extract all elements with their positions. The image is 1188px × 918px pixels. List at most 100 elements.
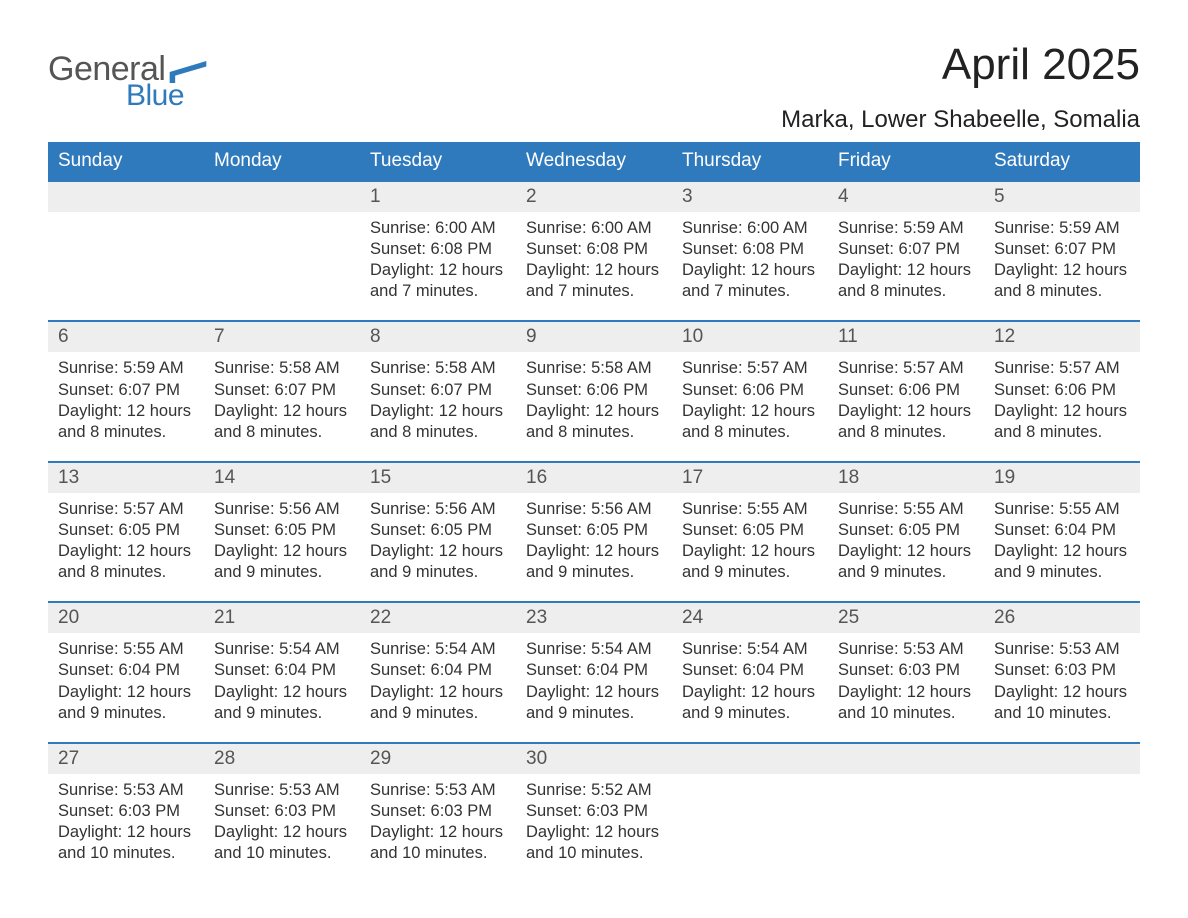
day-number: 28 (204, 744, 360, 774)
sunset-line: Sunset: 6:04 PM (58, 660, 194, 681)
day-number: 17 (672, 463, 828, 493)
day-number: 12 (984, 322, 1140, 352)
daylight-line: Daylight: 12 hours and 9 minutes. (370, 682, 506, 724)
day-number: 4 (828, 182, 984, 212)
day-cell (48, 212, 204, 306)
day-number: 11 (828, 322, 984, 352)
day-number: 22 (360, 603, 516, 633)
sunset-line: Sunset: 6:08 PM (682, 239, 818, 260)
sunset-line: Sunset: 6:07 PM (58, 380, 194, 401)
weekday-label: Saturday (984, 142, 1140, 182)
sunrise-line: Sunrise: 5:54 AM (370, 639, 506, 660)
sunset-line: Sunset: 6:04 PM (214, 660, 350, 681)
sunrise-line: Sunrise: 5:57 AM (838, 358, 974, 379)
day-cell: Sunrise: 5:53 AMSunset: 6:03 PMDaylight:… (204, 774, 360, 868)
day-cell: Sunrise: 5:57 AMSunset: 6:06 PMDaylight:… (828, 352, 984, 446)
weekday-label: Friday (828, 142, 984, 182)
day-number: 20 (48, 603, 204, 633)
weeks-container: 12345Sunrise: 6:00 AMSunset: 6:08 PMDayl… (48, 182, 1140, 868)
header: General Blue April 2025 Marka, Lower Sha… (48, 40, 1140, 134)
day-number: 10 (672, 322, 828, 352)
day-number: 27 (48, 744, 204, 774)
sunset-line: Sunset: 6:04 PM (682, 660, 818, 681)
week-row: 27282930Sunrise: 5:53 AMSunset: 6:03 PMD… (48, 742, 1140, 868)
day-number: 16 (516, 463, 672, 493)
sunrise-line: Sunrise: 5:53 AM (58, 780, 194, 801)
sunset-line: Sunset: 6:03 PM (214, 801, 350, 822)
day-number: 18 (828, 463, 984, 493)
sunrise-line: Sunrise: 5:55 AM (838, 499, 974, 520)
day-cell: Sunrise: 5:55 AMSunset: 6:04 PMDaylight:… (984, 493, 1140, 587)
sunrise-line: Sunrise: 6:00 AM (370, 218, 506, 239)
sunset-line: Sunset: 6:04 PM (526, 660, 662, 681)
day-number-row: 6789101112 (48, 322, 1140, 352)
day-number: 14 (204, 463, 360, 493)
logo: General Blue (48, 40, 207, 113)
sunrise-line: Sunrise: 5:59 AM (838, 218, 974, 239)
day-number-row: 12345 (48, 182, 1140, 212)
weekday-label: Sunday (48, 142, 204, 182)
sunrise-line: Sunrise: 5:57 AM (58, 499, 194, 520)
sunset-line: Sunset: 6:05 PM (838, 520, 974, 541)
sunrise-line: Sunrise: 5:55 AM (682, 499, 818, 520)
day-number-row: 27282930 (48, 744, 1140, 774)
day-cell: Sunrise: 5:57 AMSunset: 6:06 PMDaylight:… (984, 352, 1140, 446)
sunset-line: Sunset: 6:05 PM (58, 520, 194, 541)
week-row: 13141516171819Sunrise: 5:57 AMSunset: 6:… (48, 461, 1140, 587)
sunrise-line: Sunrise: 5:54 AM (526, 639, 662, 660)
daylight-line: Daylight: 12 hours and 9 minutes. (682, 682, 818, 724)
sunset-line: Sunset: 6:05 PM (370, 520, 506, 541)
logo-text-blue: Blue (126, 79, 184, 113)
calendar: SundayMondayTuesdayWednesdayThursdayFrid… (48, 142, 1140, 868)
daylight-line: Daylight: 12 hours and 9 minutes. (838, 541, 974, 583)
daylight-line: Daylight: 12 hours and 9 minutes. (214, 541, 350, 583)
day-cell: Sunrise: 5:58 AMSunset: 6:07 PMDaylight:… (360, 352, 516, 446)
sunrise-line: Sunrise: 5:59 AM (58, 358, 194, 379)
weekday-label: Tuesday (360, 142, 516, 182)
daylight-line: Daylight: 12 hours and 9 minutes. (526, 541, 662, 583)
sunset-line: Sunset: 6:07 PM (214, 380, 350, 401)
week-row: 6789101112Sunrise: 5:59 AMSunset: 6:07 P… (48, 320, 1140, 446)
sunset-line: Sunset: 6:08 PM (526, 239, 662, 260)
sunset-line: Sunset: 6:03 PM (994, 660, 1130, 681)
sunset-line: Sunset: 6:06 PM (838, 380, 974, 401)
day-cell: Sunrise: 5:57 AMSunset: 6:06 PMDaylight:… (672, 352, 828, 446)
daylight-line: Daylight: 12 hours and 10 minutes. (994, 682, 1130, 724)
daylight-line: Daylight: 12 hours and 10 minutes. (58, 822, 194, 864)
day-cell: Sunrise: 5:53 AMSunset: 6:03 PMDaylight:… (360, 774, 516, 868)
day-cell (984, 774, 1140, 868)
sunrise-line: Sunrise: 5:58 AM (214, 358, 350, 379)
daylight-line: Daylight: 12 hours and 10 minutes. (214, 822, 350, 864)
sunset-line: Sunset: 6:05 PM (526, 520, 662, 541)
sunrise-line: Sunrise: 5:55 AM (994, 499, 1130, 520)
sunrise-line: Sunrise: 5:59 AM (994, 218, 1130, 239)
day-number: 9 (516, 322, 672, 352)
daylight-line: Daylight: 12 hours and 8 minutes. (838, 260, 974, 302)
daylight-line: Daylight: 12 hours and 8 minutes. (370, 401, 506, 443)
daylight-line: Daylight: 12 hours and 10 minutes. (370, 822, 506, 864)
daylight-line: Daylight: 12 hours and 7 minutes. (526, 260, 662, 302)
sunset-line: Sunset: 6:03 PM (58, 801, 194, 822)
sunrise-line: Sunrise: 5:53 AM (838, 639, 974, 660)
sunset-line: Sunset: 6:07 PM (994, 239, 1130, 260)
day-cell: Sunrise: 5:57 AMSunset: 6:05 PMDaylight:… (48, 493, 204, 587)
day-cell (828, 774, 984, 868)
sunrise-line: Sunrise: 5:56 AM (214, 499, 350, 520)
sunset-line: Sunset: 6:04 PM (994, 520, 1130, 541)
sunset-line: Sunset: 6:05 PM (682, 520, 818, 541)
day-cell: Sunrise: 5:59 AMSunset: 6:07 PMDaylight:… (48, 352, 204, 446)
sunrise-line: Sunrise: 6:00 AM (682, 218, 818, 239)
day-cell: Sunrise: 5:56 AMSunset: 6:05 PMDaylight:… (204, 493, 360, 587)
sunrise-line: Sunrise: 5:53 AM (994, 639, 1130, 660)
day-cell: Sunrise: 6:00 AMSunset: 6:08 PMDaylight:… (516, 212, 672, 306)
day-number: 8 (360, 322, 516, 352)
sunset-line: Sunset: 6:06 PM (526, 380, 662, 401)
day-number: 6 (48, 322, 204, 352)
daylight-line: Daylight: 12 hours and 10 minutes. (526, 822, 662, 864)
day-cell: Sunrise: 5:58 AMSunset: 6:07 PMDaylight:… (204, 352, 360, 446)
day-cell: Sunrise: 5:54 AMSunset: 6:04 PMDaylight:… (672, 633, 828, 727)
day-number: 30 (516, 744, 672, 774)
day-cell: Sunrise: 5:55 AMSunset: 6:04 PMDaylight:… (48, 633, 204, 727)
month-title: April 2025 (781, 40, 1140, 90)
day-number: 24 (672, 603, 828, 633)
